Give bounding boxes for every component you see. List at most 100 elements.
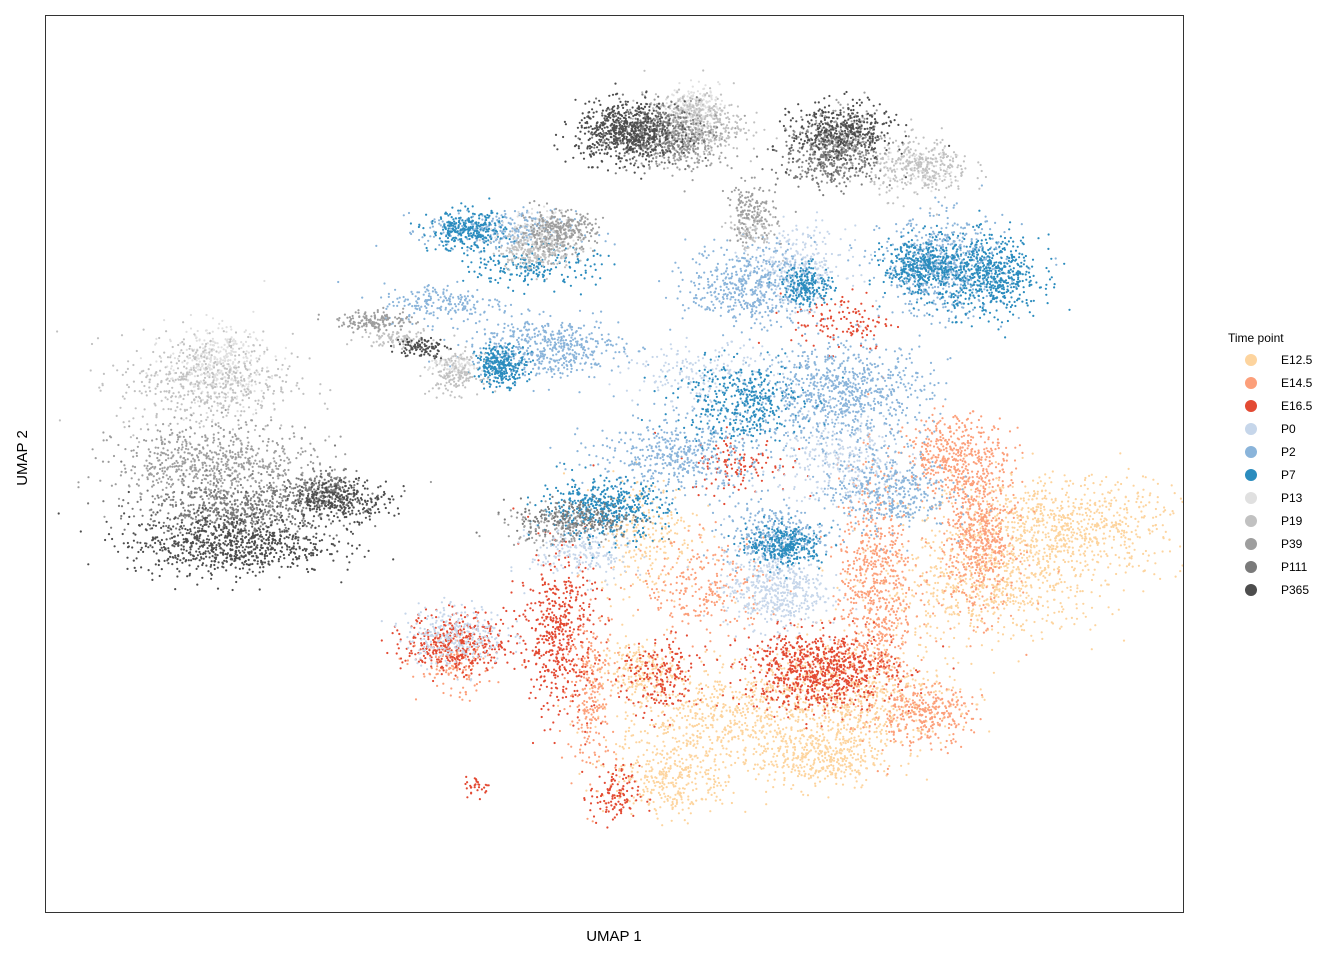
scatter-point bbox=[893, 666, 896, 669]
scatter-point bbox=[875, 687, 878, 690]
scatter-point bbox=[932, 691, 936, 694]
scatter-point bbox=[855, 652, 858, 655]
scatter-point bbox=[1088, 508, 1091, 511]
scatter-point bbox=[678, 551, 682, 554]
scatter-point bbox=[1053, 525, 1056, 528]
scatter-point bbox=[963, 558, 966, 561]
scatter-point bbox=[980, 610, 983, 613]
scatter-point bbox=[978, 572, 981, 575]
scatter-point bbox=[1001, 578, 1004, 582]
scatter-point bbox=[1044, 533, 1047, 536]
scatter-point bbox=[957, 606, 960, 609]
scatter-point bbox=[809, 742, 812, 745]
scatter-point bbox=[875, 579, 879, 582]
scatter-point bbox=[773, 720, 777, 723]
scatter-point bbox=[1138, 505, 1141, 508]
scatter-point bbox=[872, 696, 875, 699]
scatter-point bbox=[716, 718, 719, 721]
scatter-point bbox=[1059, 504, 1063, 507]
scatter-point bbox=[867, 616, 870, 620]
scatter-point bbox=[858, 557, 861, 561]
scatter-point bbox=[845, 765, 848, 769]
scatter-point bbox=[797, 756, 800, 759]
scatter-point bbox=[1154, 507, 1157, 511]
scatter-point bbox=[1123, 508, 1126, 511]
scatter-point bbox=[821, 754, 824, 758]
scatter-point bbox=[591, 763, 595, 766]
scatter-point bbox=[1115, 572, 1118, 576]
scatter-point bbox=[875, 613, 878, 616]
scatter-point bbox=[1083, 484, 1086, 487]
scatter-point bbox=[668, 530, 671, 534]
scatter-points bbox=[56, 69, 1184, 829]
scatter-point bbox=[904, 595, 907, 599]
scatter-point bbox=[1070, 531, 1073, 534]
scatter-point bbox=[743, 763, 746, 766]
scatter-point bbox=[867, 628, 870, 631]
scatter-point bbox=[618, 745, 621, 748]
scatter-point bbox=[735, 709, 738, 712]
scatter-point bbox=[855, 780, 858, 783]
scatter-point bbox=[1022, 497, 1025, 500]
scatter-point bbox=[651, 751, 654, 754]
scatter-point bbox=[943, 489, 946, 492]
scatter-point bbox=[924, 545, 927, 548]
scatter-point bbox=[746, 710, 750, 714]
scatter-point bbox=[626, 528, 629, 532]
scatter-point bbox=[1119, 507, 1122, 510]
scatter-point bbox=[1034, 553, 1037, 556]
scatter-point bbox=[1059, 602, 1062, 605]
scatter-point bbox=[949, 627, 952, 630]
scatter-point bbox=[983, 573, 987, 576]
scatter-point bbox=[609, 657, 612, 660]
scatter-point bbox=[659, 793, 662, 797]
scatter-point bbox=[1072, 482, 1075, 485]
scatter-point bbox=[1011, 526, 1014, 529]
scatter-point bbox=[1093, 536, 1096, 539]
scatter-point bbox=[662, 667, 665, 670]
scatter-point bbox=[873, 537, 876, 540]
scatter-point bbox=[880, 732, 883, 735]
scatter-point bbox=[664, 777, 667, 780]
scatter-point bbox=[720, 710, 723, 713]
scatter-point bbox=[881, 560, 884, 563]
scatter-point bbox=[690, 705, 694, 708]
scatter-point bbox=[1004, 601, 1008, 604]
scatter-point bbox=[783, 735, 786, 738]
scatter-point bbox=[1041, 637, 1044, 641]
scatter-point bbox=[1051, 550, 1054, 553]
scatter-point bbox=[874, 625, 877, 628]
scatter-point bbox=[759, 719, 762, 722]
scatter-point bbox=[853, 752, 856, 756]
scatter-point bbox=[991, 524, 994, 527]
scatter-point bbox=[948, 733, 951, 737]
scatter-point bbox=[743, 748, 746, 751]
scatter-point bbox=[602, 545, 605, 549]
scatter-point bbox=[1153, 573, 1156, 576]
scatter-point bbox=[751, 691, 755, 694]
scatter-point bbox=[1099, 550, 1102, 553]
scatter-point bbox=[898, 581, 901, 585]
scatter-point bbox=[837, 603, 840, 606]
scatter-point bbox=[1161, 550, 1164, 553]
scatter-point bbox=[1043, 482, 1047, 485]
scatter-point bbox=[719, 798, 722, 802]
scatter-point bbox=[984, 528, 987, 531]
scatter-point bbox=[1013, 526, 1016, 529]
scatter-point bbox=[700, 660, 703, 663]
scatter-point bbox=[997, 640, 1000, 643]
scatter-point bbox=[660, 694, 663, 697]
scatter-point bbox=[804, 701, 807, 704]
scatter-point bbox=[790, 770, 793, 774]
scatter-point bbox=[752, 681, 756, 684]
scatter-point bbox=[891, 604, 894, 608]
scatter-point bbox=[626, 687, 630, 690]
scatter-point bbox=[875, 736, 879, 739]
scatter-point bbox=[1067, 596, 1070, 599]
scatter-point bbox=[699, 760, 702, 764]
scatter-point bbox=[839, 777, 843, 780]
scatter-point bbox=[972, 523, 975, 526]
scatter-point bbox=[868, 737, 871, 740]
scatter-point bbox=[1125, 476, 1128, 479]
scatter-point bbox=[988, 556, 991, 560]
